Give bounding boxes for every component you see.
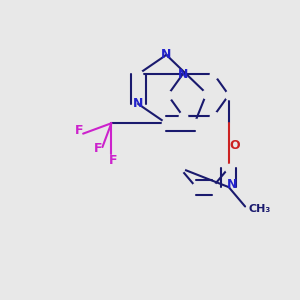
Text: CH₃: CH₃: [248, 204, 270, 214]
Text: F: F: [109, 154, 117, 167]
Text: N: N: [133, 98, 143, 110]
Text: F: F: [94, 142, 102, 155]
Text: N: N: [161, 48, 172, 62]
Text: N: N: [226, 178, 237, 191]
Text: F: F: [74, 124, 83, 137]
Text: O: O: [230, 139, 240, 152]
Text: N: N: [178, 68, 188, 81]
